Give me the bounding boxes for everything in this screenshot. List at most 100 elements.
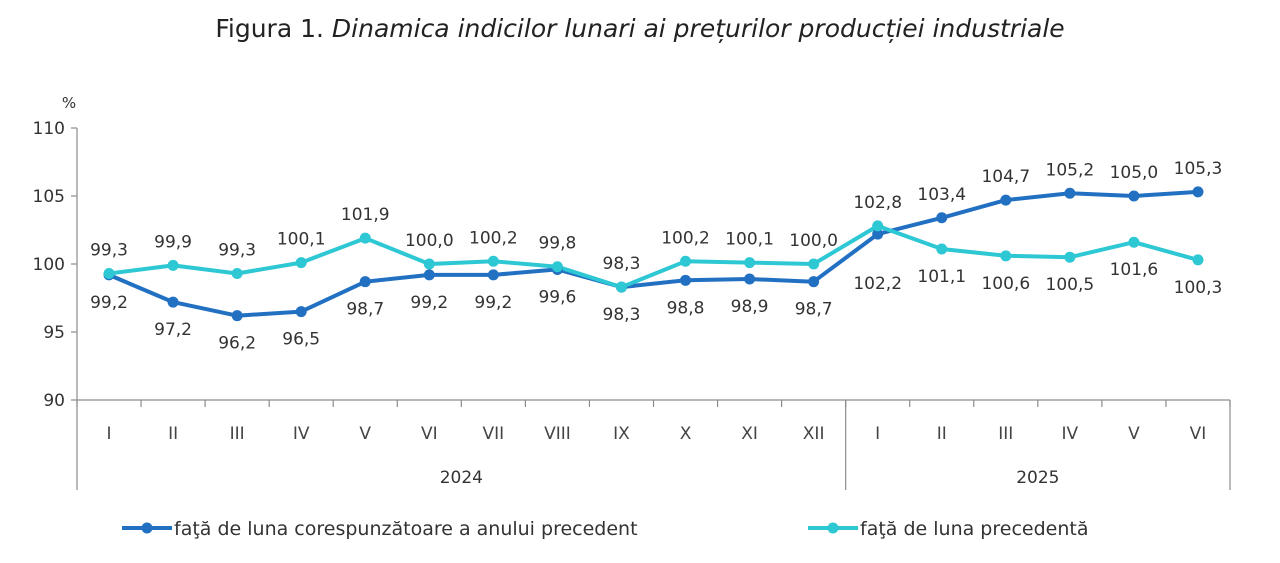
data-point-series-2 xyxy=(231,268,243,280)
y-unit-label: % xyxy=(62,94,76,112)
data-label-series-1: 97,2 xyxy=(154,320,192,340)
data-point-series-2 xyxy=(744,257,756,269)
data-label-series-2: 101,9 xyxy=(341,205,390,225)
data-point-series-1 xyxy=(680,274,692,286)
x-category-label: VII xyxy=(483,424,505,444)
data-label-series-1: 99,6 xyxy=(538,287,576,307)
data-label-series-1: 98,7 xyxy=(795,300,833,320)
chart-title-italic: Dinamica indicilor lunari ai prețurilor … xyxy=(331,14,1065,43)
data-label-series-1: 105,0 xyxy=(1110,163,1159,183)
data-point-series-2 xyxy=(551,261,563,273)
data-label-series-2: 100,3 xyxy=(1174,278,1223,298)
data-point-series-1 xyxy=(295,306,307,318)
data-point-series-2 xyxy=(1128,236,1140,248)
legend-label: faţă de luna precedentă xyxy=(860,518,1088,540)
x-category-label: IV xyxy=(1062,424,1079,444)
y-tick-label: 100 xyxy=(33,255,65,275)
series-line-2 xyxy=(108,223,1199,290)
data-point-series-1 xyxy=(1000,194,1012,206)
data-point-series-2 xyxy=(1000,250,1012,262)
data-label-series-2: 100,1 xyxy=(277,230,326,250)
data-label-series-2: 100,6 xyxy=(981,274,1030,294)
year-group-label: 2025 xyxy=(1016,468,1059,488)
data-label-series-2: 99,8 xyxy=(538,234,576,254)
x-category-label: III xyxy=(998,424,1013,444)
data-label-series-1: 96,5 xyxy=(282,330,320,350)
data-label-series-2: 98,3 xyxy=(603,254,641,274)
data-point-series-2 xyxy=(615,281,627,293)
x-category-label: II xyxy=(168,424,178,444)
data-label-series-1: 98,7 xyxy=(346,300,384,320)
data-label-series-1: 103,4 xyxy=(917,185,966,205)
data-label-series-1: 105,3 xyxy=(1174,159,1223,179)
legend-swatch-marker xyxy=(827,522,839,534)
data-point-series-1 xyxy=(167,296,179,308)
data-point-series-1 xyxy=(808,276,820,288)
data-label-series-2: 101,6 xyxy=(1110,260,1159,280)
data-point-series-2 xyxy=(872,220,884,232)
data-point-series-2 xyxy=(680,255,692,267)
data-point-series-1 xyxy=(1192,186,1204,198)
data-point-series-1 xyxy=(1128,190,1140,202)
y-tick-label: 90 xyxy=(43,391,65,411)
data-point-series-1 xyxy=(231,310,243,322)
data-label-series-1: 104,7 xyxy=(981,167,1030,187)
year-group-label: 2024 xyxy=(440,468,483,488)
data-point-series-1 xyxy=(487,269,499,281)
data-label-series-2: 100,1 xyxy=(725,230,774,250)
chart-title-prefix: Figura 1. xyxy=(215,14,324,43)
y-tick-label: 95 xyxy=(43,323,65,343)
data-label-series-2: 100,0 xyxy=(789,231,838,251)
data-label-series-1: 96,2 xyxy=(218,334,256,354)
legend-swatch-marker xyxy=(141,522,153,534)
x-category-label: VI xyxy=(421,424,438,444)
series-line-1 xyxy=(108,189,1199,318)
data-label-series-2: 100,5 xyxy=(1046,275,1095,295)
x-category-label: XI xyxy=(741,424,758,444)
data-label-series-2: 102,8 xyxy=(853,193,902,213)
data-point-series-1 xyxy=(744,273,756,285)
data-point-series-2 xyxy=(295,257,307,269)
data-label-series-1: 99,2 xyxy=(410,293,448,313)
chart-title: Figura 1. Dinamica indicilor lunari ai p… xyxy=(0,14,1280,43)
data-point-series-2 xyxy=(359,232,371,244)
y-tick-label: 105 xyxy=(33,187,65,207)
x-category-label: I xyxy=(875,424,880,444)
legend-label: faţă de luna corespunzătoare a anului pr… xyxy=(174,518,638,540)
data-point-series-1 xyxy=(1064,187,1076,199)
data-point-series-1 xyxy=(872,228,884,240)
x-category-label: IX xyxy=(613,424,630,444)
x-category-label: X xyxy=(680,424,692,444)
y-tick-label: 110 xyxy=(33,119,65,139)
x-category-label: III xyxy=(230,424,245,444)
data-point-series-2 xyxy=(103,268,115,280)
data-label-series-2: 100,2 xyxy=(469,228,518,248)
data-label-series-2: 101,1 xyxy=(917,267,966,287)
x-category-label: V xyxy=(359,424,371,444)
data-label-series-1: 99,2 xyxy=(90,293,128,313)
data-point-series-1 xyxy=(936,212,948,224)
data-label-series-1: 98,9 xyxy=(731,297,769,317)
data-point-series-2 xyxy=(167,259,179,271)
data-label-series-2: 100,2 xyxy=(661,228,710,248)
data-label-series-1: 98,3 xyxy=(603,305,641,325)
data-label-series-2: 100,0 xyxy=(405,231,454,251)
x-category-label: VIII xyxy=(544,424,571,444)
data-label-series-1: 105,2 xyxy=(1046,160,1095,180)
data-point-series-2 xyxy=(808,258,820,270)
data-point-series-2 xyxy=(487,255,499,267)
x-category-label: IV xyxy=(293,424,310,444)
data-label-series-2: 99,3 xyxy=(90,241,128,261)
data-label-series-2: 99,9 xyxy=(154,232,192,252)
data-point-series-2 xyxy=(1192,254,1204,266)
data-point-series-1 xyxy=(423,269,435,281)
data-label-series-1: 98,8 xyxy=(667,298,705,318)
data-point-series-2 xyxy=(936,243,948,255)
data-label-series-2: 99,3 xyxy=(218,241,256,261)
data-label-series-1: 102,2 xyxy=(853,274,902,294)
x-category-label: I xyxy=(107,424,112,444)
x-category-label: VI xyxy=(1190,424,1207,444)
data-point-series-1 xyxy=(359,276,371,288)
data-point-series-2 xyxy=(423,258,435,270)
